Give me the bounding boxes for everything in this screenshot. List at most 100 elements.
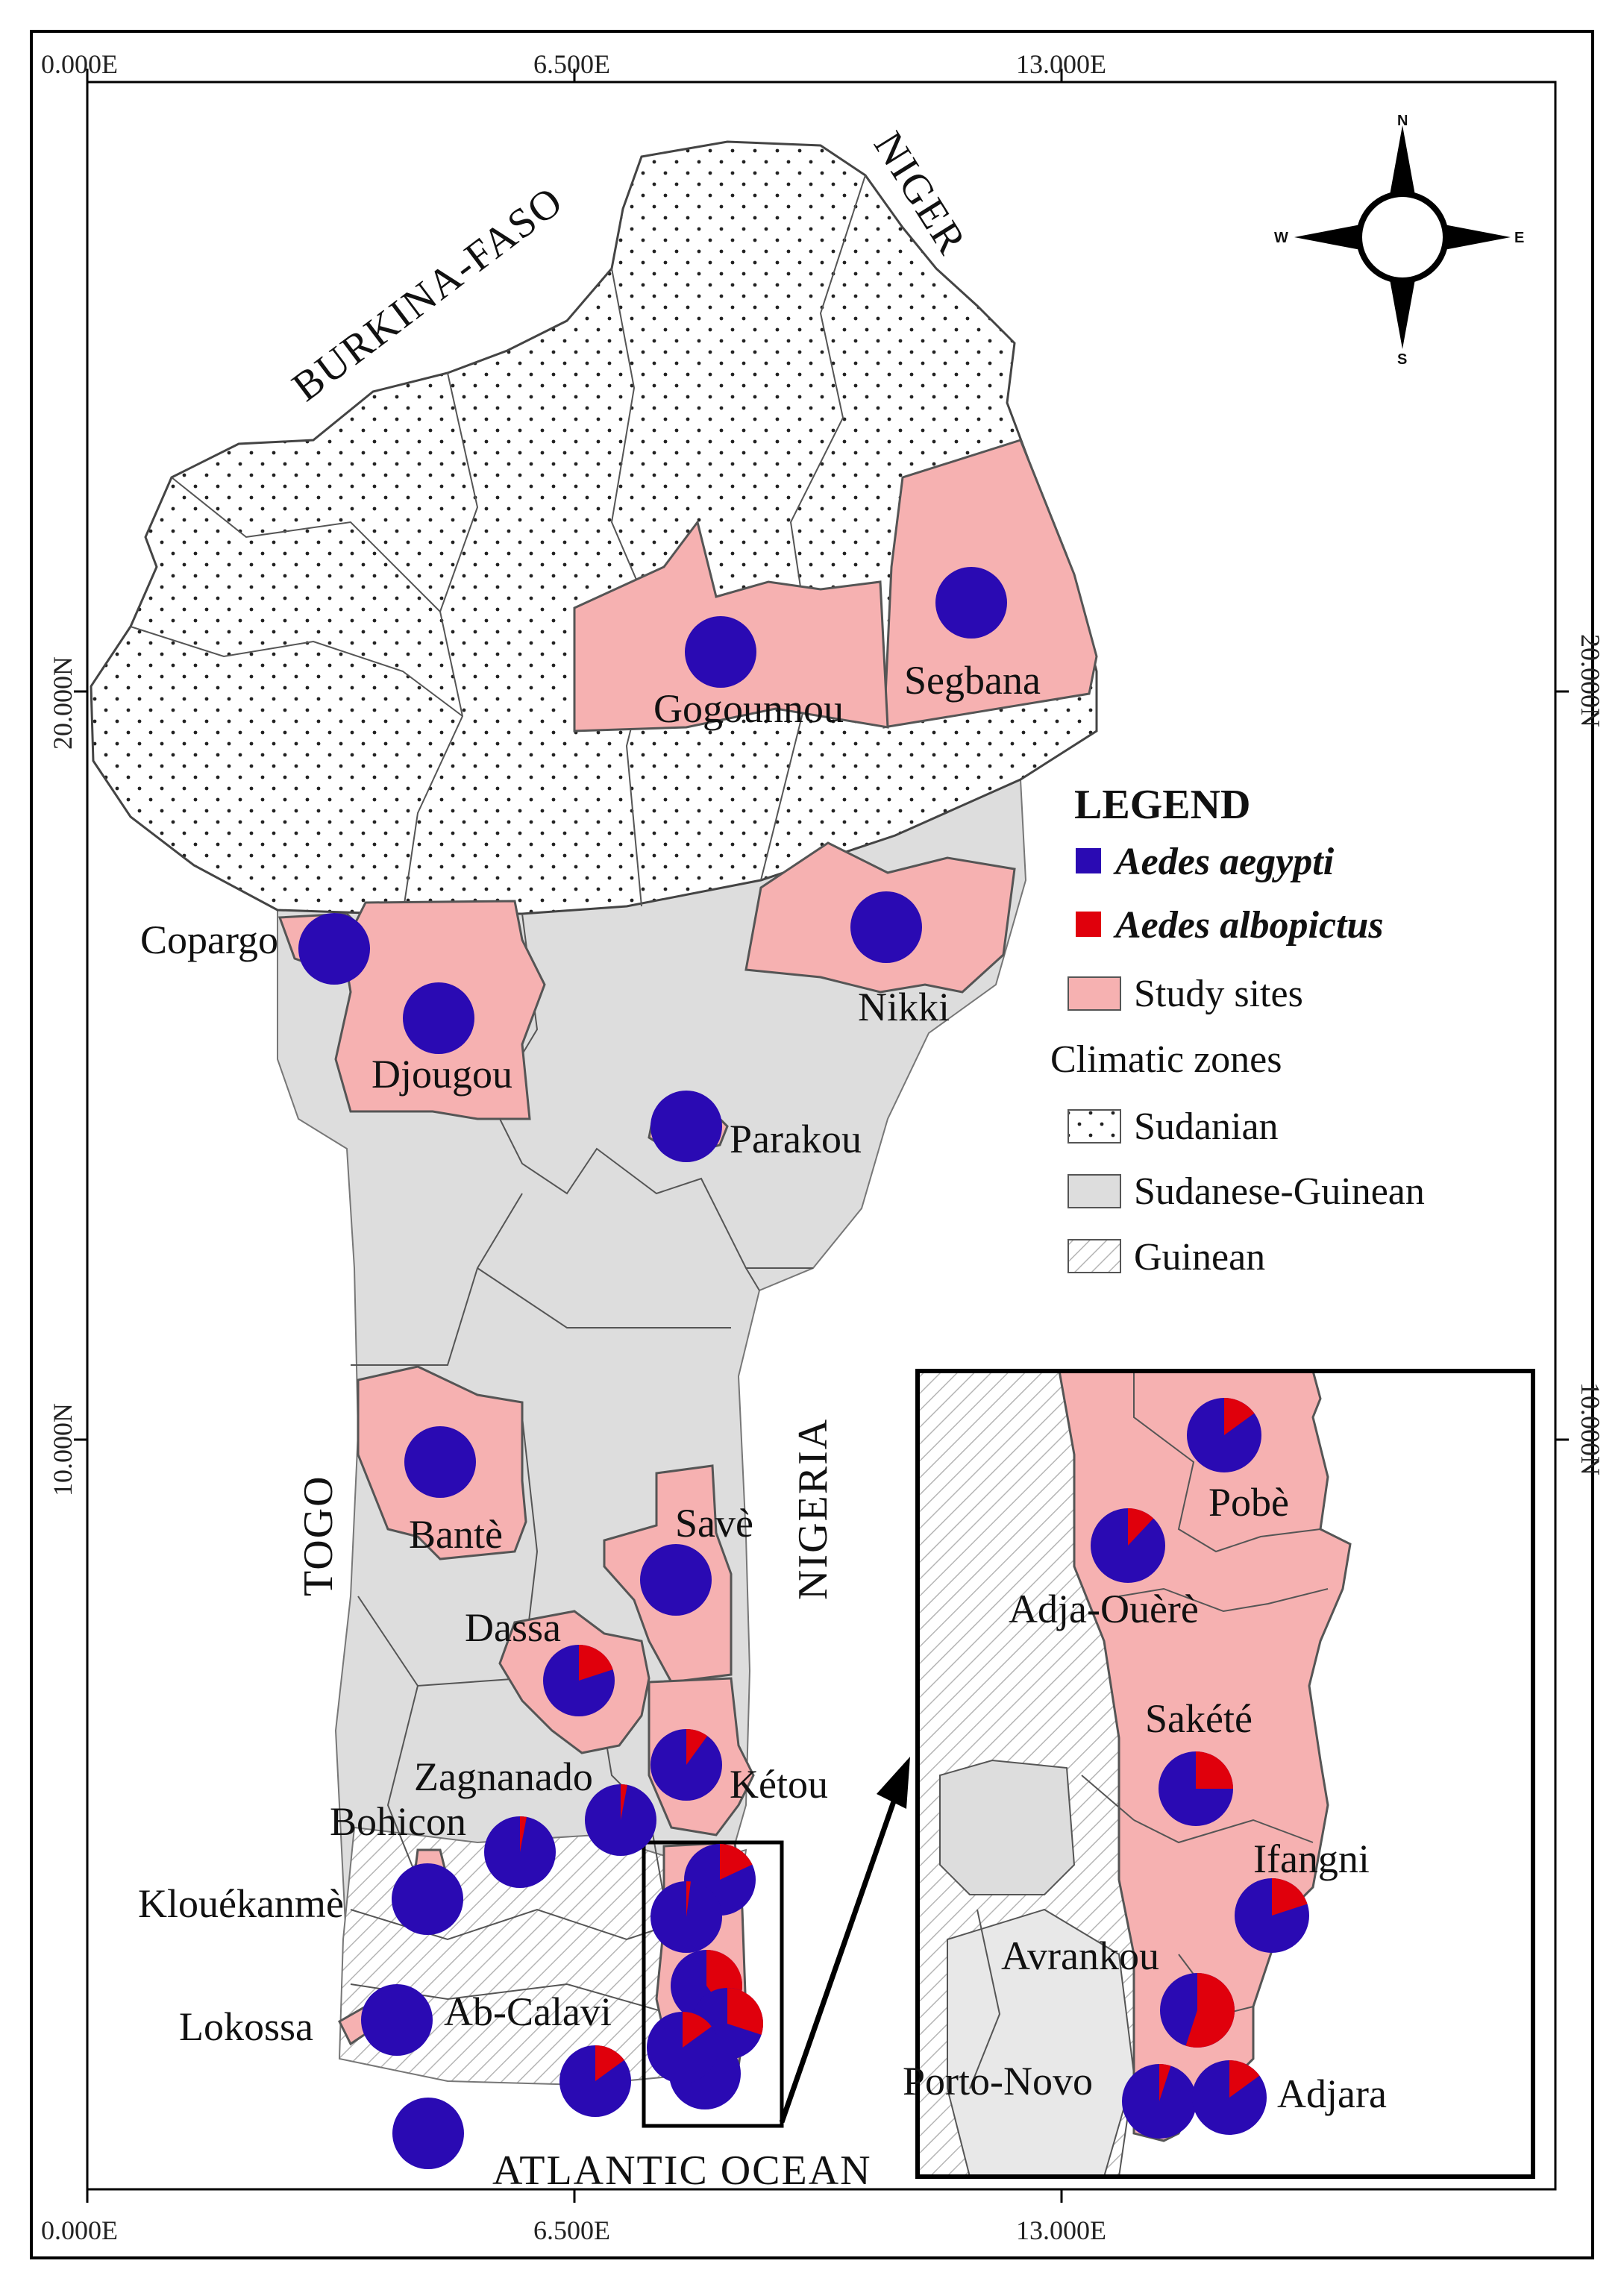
ocean-label: ATLANTIC OCEAN — [492, 2148, 872, 2194]
pie-slice-aegypti — [404, 1426, 476, 1498]
site-label: Segbana — [904, 658, 1041, 703]
pie-slice-albopictus — [1229, 2060, 1260, 2098]
legend-title: LEGEND — [1074, 782, 1251, 828]
pie-slice-albopictus — [686, 1881, 692, 1917]
pie-slice-albopictus — [1272, 1878, 1308, 1916]
site-pie — [850, 891, 922, 963]
pie-slice-albopictus — [720, 1844, 753, 1880]
coord-top-mid: 6.500E — [533, 49, 610, 79]
site-pie — [559, 2045, 631, 2117]
site-pie — [650, 1881, 722, 1953]
coord-bottom-right: 13.000E — [1016, 2215, 1106, 2245]
pie-slice-aegypti — [361, 1984, 433, 2056]
site-label: Nikki — [858, 985, 950, 1029]
site-pie — [484, 1816, 556, 1888]
legend: LEGEND Aedes aegypti Aedes albopictus St… — [1050, 782, 1425, 1279]
legend-label-climatic-zones: Climatic zones — [1050, 1038, 1282, 1081]
inset-arrow-head — [877, 1757, 910, 1809]
inset-site-pie — [1235, 1878, 1309, 1953]
site-pie — [298, 913, 370, 985]
pie-slice-aegypti — [392, 2098, 464, 2169]
pie-slice-albopictus — [1185, 1973, 1235, 2048]
pie-slice-aegypti — [850, 891, 922, 963]
pie-slice-albopictus — [1159, 2064, 1171, 2101]
pies-main — [298, 567, 1007, 2169]
site-pie — [935, 567, 1007, 639]
site-label: Gogounnou — [653, 686, 844, 731]
pie-slice-aegypti — [298, 913, 370, 985]
site-pie — [650, 1091, 722, 1162]
pie-slice-albopictus — [579, 1645, 613, 1681]
site-pie — [647, 2012, 718, 2083]
pie-slice-albopictus — [595, 2045, 624, 2081]
site-pie — [585, 1784, 656, 1856]
site-label: Zagnanado — [414, 1754, 593, 1799]
site-pie — [392, 1863, 463, 1935]
inset-site-pie — [1192, 2060, 1267, 2135]
inset-grey-area — [939, 1759, 1076, 1895]
legend-swatch-albopictus — [1076, 912, 1101, 937]
pie-slice-albopictus — [727, 1988, 763, 2035]
country-label-togo: TOGO — [295, 1475, 342, 1596]
site-pie — [543, 1645, 615, 1716]
legend-label-guinean: Guinean — [1134, 1236, 1265, 1279]
inset-site-pie — [1091, 1508, 1165, 1583]
inset-site-label: Avrankou — [1001, 1933, 1159, 1978]
site-label: Savè — [675, 1501, 753, 1546]
legend-label-sudanese-guinean: Sudanese-Guinean — [1134, 1170, 1425, 1213]
inset-avrankou-area — [947, 1908, 1135, 2177]
legend-swatch-guinean — [1067, 1239, 1121, 1273]
site-pie — [392, 2098, 464, 2169]
coord-lat10-right: 10.000N — [1576, 1382, 1605, 1475]
compass-s: S — [1397, 351, 1407, 368]
site-pie — [403, 982, 474, 1054]
pie-slice-aegypti — [392, 1863, 463, 1935]
inset-frame — [915, 1369, 1535, 2179]
pie-slice-aegypti — [935, 567, 1007, 639]
legend-label-albopictus: Aedes albopictus — [1113, 904, 1384, 947]
pie-slice-albopictus — [686, 1729, 708, 1765]
site-label: Parakou — [730, 1117, 862, 1161]
site-label: Kétou — [730, 1762, 828, 1807]
coord-top-left: 0.000E — [41, 49, 118, 79]
country-label-nigeria: NIGERIA — [790, 1418, 836, 1600]
pie-slice-aegypti — [640, 1544, 712, 1616]
site-label: Ab-Calavi — [444, 1989, 612, 2034]
site-pie — [640, 1544, 712, 1616]
inset-site-label: Porto-Novo — [903, 2059, 1093, 2104]
inset-site-pie — [1187, 1398, 1261, 1472]
legend-swatch-sudanian — [1067, 1109, 1121, 1144]
coord-lat20-left: 20.000N — [48, 656, 78, 750]
outer-frame — [30, 30, 1594, 2259]
pie-slice-aegypti — [403, 982, 474, 1054]
site-pie — [404, 1426, 476, 1498]
compass-n: N — [1397, 113, 1408, 129]
legend-label-aegypti: Aedes aegypti — [1113, 841, 1335, 883]
coord-top-right: 13.000E — [1016, 49, 1106, 79]
north-arrow-compass: N S E W — [1274, 113, 1524, 368]
site-pie — [685, 616, 756, 688]
site-label: Bantè — [409, 1512, 503, 1557]
legend-swatch-aegypti — [1076, 848, 1101, 873]
inset-site-pie — [1160, 1973, 1235, 2048]
legend-label-study-sites: Study sites — [1134, 973, 1303, 1015]
inset-site-pie — [1122, 2064, 1197, 2139]
site-pie — [650, 1729, 722, 1801]
site-label: Bohicon — [330, 1799, 466, 1844]
compass-w: W — [1274, 230, 1288, 246]
inset-site-pie — [1159, 1751, 1233, 1826]
site-pie — [361, 1984, 433, 2056]
pie-slice-albopictus — [1128, 1508, 1154, 1546]
site-label: Lokossa — [179, 2004, 313, 2049]
pie-slice-aegypti — [685, 616, 756, 688]
coord-bottom-mid: 6.500E — [533, 2215, 610, 2245]
legend-label-sudanian: Sudanian — [1134, 1105, 1279, 1148]
coord-lat10-left: 10.000N — [48, 1403, 78, 1496]
coord-lat20-right: 20.000N — [1576, 634, 1605, 727]
pies-inset — [1091, 1398, 1309, 2139]
coord-bottom-left: 0.000E — [41, 2215, 118, 2245]
inset-arrow-line — [779, 1785, 902, 2124]
pie-slice-aegypti — [650, 1091, 722, 1162]
